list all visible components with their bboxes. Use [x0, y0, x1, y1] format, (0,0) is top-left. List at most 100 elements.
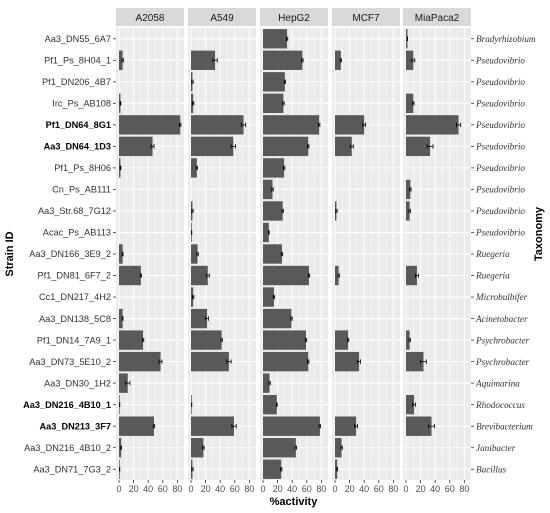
error-bar [336, 467, 338, 472]
strain-label: Aa3_DN30_1H2 [44, 378, 111, 388]
bar [119, 50, 123, 70]
error-bar [304, 337, 308, 343]
error-bar [231, 423, 237, 429]
error-bar [420, 359, 427, 364]
bar [406, 115, 459, 135]
x-axis-title: %activity [270, 496, 319, 508]
bar [191, 416, 235, 436]
bar [406, 394, 415, 415]
x-tick-label: 0 [260, 484, 265, 494]
x-tick-label: 80 [388, 484, 398, 494]
error-bar [202, 445, 205, 450]
error-bar [125, 380, 131, 386]
bar [263, 29, 288, 49]
bar [119, 244, 123, 264]
error-bar [141, 337, 145, 343]
bar [191, 330, 222, 350]
error-bar [339, 58, 342, 63]
bar [119, 136, 153, 157]
strip-label: MiaPaca2 [415, 13, 460, 24]
strain-label: Aa3_DN213_3F7 [39, 421, 111, 431]
error-bar [121, 251, 124, 257]
bar [263, 50, 303, 70]
error-bar [240, 122, 247, 128]
error-bar [409, 187, 412, 192]
error-bar [335, 208, 338, 214]
strain-label: Aa3_DN64_1D3 [44, 142, 111, 152]
bar [406, 29, 408, 49]
bar [263, 265, 309, 286]
error-bar [268, 380, 271, 386]
y-axis-title: Strain ID [4, 231, 16, 276]
error-bar [282, 101, 285, 106]
error-bar [212, 58, 218, 63]
error-bar [158, 359, 163, 364]
taxonomy-label: Aquimarina [475, 378, 520, 388]
error-bar [280, 251, 284, 257]
bar [119, 115, 181, 135]
x-tick-label: 0 [188, 484, 193, 494]
error-bar [121, 58, 124, 63]
error-bar [150, 144, 155, 149]
error-bar [307, 273, 311, 278]
error-bar [152, 423, 156, 429]
taxonomy-label: Rhodococcus [475, 400, 525, 410]
strain-label: Aa3_DN166_3E9_2 [29, 249, 111, 259]
bar [263, 308, 292, 329]
error-bar [337, 273, 340, 278]
x-tick-label: 20 [345, 484, 355, 494]
bar [191, 438, 204, 458]
bar [263, 287, 274, 307]
error-bar [301, 58, 304, 63]
bar [119, 416, 155, 436]
error-bar [196, 251, 199, 257]
bar [406, 179, 411, 200]
strain-label: Cc1_DN217_4H2 [39, 292, 111, 302]
x-tick-label: 20 [201, 484, 211, 494]
bar [191, 351, 229, 372]
bar [406, 351, 424, 372]
error-bar [415, 273, 419, 278]
error-bar [307, 359, 310, 364]
bar [263, 330, 307, 350]
strain-label: Aa3_DN216_4B10_2 [24, 443, 111, 453]
labels: Aa3_DN55_6A7 Bradyrhizobium Pf1_Ps_8H04_1 P… [23, 34, 536, 474]
taxonomy-label: Pseudovibrio [475, 142, 525, 152]
bar [263, 179, 273, 200]
x-tick-label: 80 [172, 484, 182, 494]
error-bar [408, 337, 411, 343]
taxonomy-label: Pseudovibrio [475, 99, 525, 109]
strip-background [332, 8, 400, 26]
error-bar [192, 294, 195, 300]
bar [335, 459, 338, 479]
bar [335, 115, 365, 135]
error-bar [179, 122, 182, 128]
bar [335, 265, 339, 286]
taxonomy-label: Pseudovibrio [475, 228, 525, 238]
taxonomy-label: Bradyrhizobium [476, 34, 536, 44]
error-bar [191, 467, 194, 472]
error-bar [139, 273, 143, 278]
bar [119, 373, 128, 393]
bar [406, 50, 414, 70]
x-tick-label: 60 [158, 484, 168, 494]
x-tick-label: 80 [316, 484, 326, 494]
error-bar [205, 316, 209, 321]
strain-label: Pf1_DN81_6F7_2 [37, 271, 111, 281]
bar [191, 158, 197, 178]
taxonomy-label: Microbulbifer [475, 292, 528, 302]
bar [335, 351, 360, 372]
error-bar [276, 402, 278, 407]
bar [263, 115, 320, 135]
taxonomy-label: Janibacter [476, 443, 516, 453]
strip-background [116, 8, 184, 26]
taxonomy-label: Psychrobacter [475, 357, 530, 367]
strip-label: A549 [210, 13, 234, 24]
x-tick-label: 0 [116, 484, 121, 494]
taxonomy-label: Psychrobacter [475, 335, 530, 345]
error-bar [268, 230, 270, 235]
x-tick-label: 40 [143, 484, 153, 494]
bar [263, 394, 277, 415]
panels: A2058 0 20 40 60 80 A549 0 20 40 60 80 HepG2 0 20 40 60 8… [116, 8, 471, 494]
bar [335, 330, 349, 350]
